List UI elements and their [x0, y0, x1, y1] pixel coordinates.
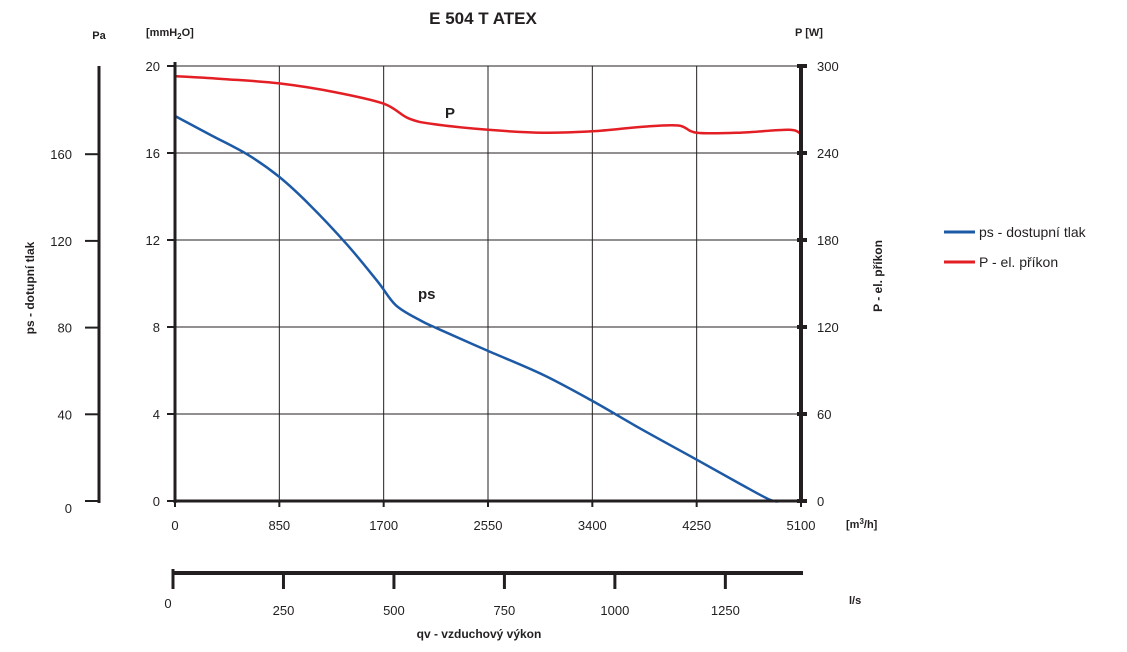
y-left-axis-title: ps - dotupní tlak — [23, 241, 37, 334]
grid — [174, 65, 802, 502]
x-axis-tick-label: 1700 — [369, 518, 398, 533]
y-axis-right-tick-label: 240 — [817, 146, 839, 161]
x-axis-secondary-tick-label: 1250 — [711, 603, 740, 618]
legend-label-ps: ps - dostupní tlak — [979, 224, 1087, 240]
x-axis-secondary-tick-label: 750 — [494, 603, 516, 618]
y-axis-right-tick-label: 60 — [817, 407, 831, 422]
y-left-outer-unit: Pa — [92, 30, 106, 42]
series-label-ps: ps — [418, 286, 436, 303]
x-axis-tick-label: 5100 — [787, 518, 816, 533]
y-axis-right-tick-label: 0 — [817, 494, 824, 509]
y-right-unit: P [W] — [795, 27, 823, 39]
x-axis-title: qv - vzduchový výkon — [417, 627, 542, 641]
y-axis-inner-tick-label: 16 — [146, 146, 160, 161]
y-axis-right-tick-label: 120 — [817, 320, 839, 335]
x-unit-secondary: l/s — [849, 595, 861, 607]
chart-title: E 504 T ATEX — [429, 9, 537, 28]
y-axis-outer-tick-label: 80 — [58, 321, 72, 336]
y-axis-inner-tick-label: 4 — [153, 407, 160, 422]
y-axis-right-tick-label: 300 — [817, 59, 839, 74]
x-axis-secondary-tick-label: 1000 — [600, 603, 629, 618]
y-axis-inner-tick-label: 0 — [153, 494, 160, 509]
series-line-p — [174, 74, 802, 136]
x-axis-tick-label: 0 — [171, 518, 178, 533]
x-axis-secondary-tick-label: 250 — [273, 603, 295, 618]
x-axis-secondary-tick-label: 0 — [164, 596, 171, 611]
legend-label-p: P - el. příkon — [979, 254, 1058, 270]
x-axis-secondary-tick-label: 500 — [383, 603, 405, 618]
x-axis-tick-label: 2550 — [474, 518, 503, 533]
x-axis-tick-label: 850 — [268, 518, 290, 533]
tick-labels: 0 4 8 12 16 20 0 40 80 120 160 0 60 120 180 240 300 0 850 1… — [50, 59, 838, 618]
y-axis-inner-tick-label: 20 — [146, 59, 160, 74]
y-axis-outer-tick-label: 120 — [50, 234, 72, 249]
y-axis-inner-tick-label: 12 — [146, 233, 160, 248]
y-axis-inner-tick-label: 8 — [153, 320, 160, 335]
series — [174, 74, 802, 503]
y-axis-outer-tick-label: 40 — [58, 407, 72, 422]
series-line-ps — [174, 114, 802, 503]
legend: ps - dostupní tlak P - el. příkon — [944, 224, 1087, 270]
y-axis-outer-tick-label: 0 — [65, 501, 72, 516]
x-axis-tick-label: 3400 — [578, 518, 607, 533]
series-label-p: P — [445, 105, 455, 122]
y-right-axis-title: P - el. příkon — [871, 240, 885, 312]
y-axis-right-tick-label: 180 — [817, 233, 839, 248]
y-left-inner-unit: [mmH2O] — [146, 27, 194, 41]
x-unit-primary: [m3/h] — [846, 517, 878, 531]
x-axis-tick-label: 4250 — [682, 518, 711, 533]
y-axis-outer-tick-label: 160 — [50, 147, 72, 162]
axes — [85, 62, 807, 589]
